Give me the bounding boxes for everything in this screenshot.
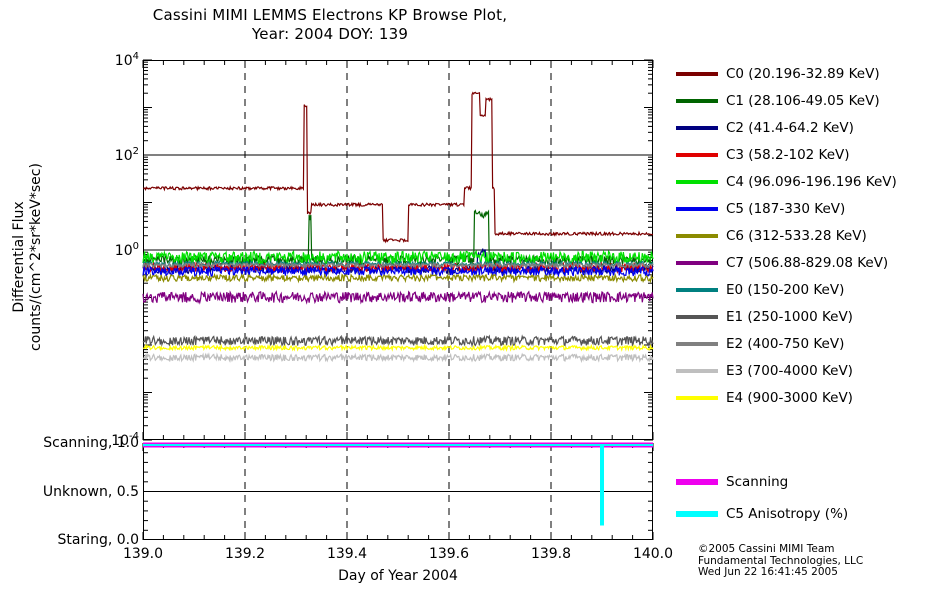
x-tick-label: 139.0 [122,546,164,562]
legend-label: C1 (28.106-49.05 KeV) [726,92,880,109]
legend-swatch-icon [676,341,718,346]
legend-label: Scanning [726,474,789,490]
legend-swatch-icon [676,314,718,319]
y-tick-label: 10-4 [111,431,139,449]
legend-label: E1 (250-1000 KeV) [726,308,853,325]
flux-legend: C0 (20.196-32.89 KeV) C1 (28.106-49.05 Ke… [676,60,950,411]
legend-swatch-icon [676,287,718,292]
status-legend: Scanning C5 Anisotropy (%) [676,466,950,530]
x-axis-label: Day of Year 2004 [338,568,458,584]
y-tick-label: 100 [114,241,139,259]
legend-label: C3 (58.2-102 KeV) [726,146,850,163]
legend-label: C2 (41.4-64.2 KeV) [726,119,854,136]
legend-item-7[interactable]: C7 (506.88-829.08 KeV) [676,249,950,276]
legend-swatch-icon [676,71,718,76]
credit-text: ©2005 Cassini MIMI Team Fundamental Tech… [698,543,864,578]
legend-label: E4 (900-3000 KeV) [726,389,853,406]
legend-label: E0 (150-200 KeV) [726,281,845,298]
legend-item-8[interactable]: E0 (150-200 KeV) [676,276,950,303]
legend-swatch-icon [676,511,718,517]
scanning-panel: Scanning, 1.0 Unknown, 0.5 Staring, 0.0 13… [43,435,673,562]
main-plot-panel: 104 102 100 10-4 [111,51,654,449]
scanning-tick-label: Staring, 0.0 [57,532,139,548]
legend-item-2[interactable]: C2 (41.4-64.2 KeV) [676,114,950,141]
legend-item-9[interactable]: E1 (250-1000 KeV) [676,303,950,330]
legend-item-12[interactable]: E4 (900-3000 KeV) [676,384,950,411]
legend-label: C6 (312-533.28 KeV) [726,227,867,244]
legend-item-5[interactable]: C5 (187-330 KeV) [676,195,950,222]
legend-item-10[interactable]: E2 (400-750 KeV) [676,330,950,357]
legend-swatch-icon [676,179,718,184]
legend-swatch-icon [676,125,718,130]
y-tick-label: 104 [114,51,139,69]
legend-item-4[interactable]: C4 (96.096-196.196 KeV) [676,168,950,195]
legend-item-0[interactable]: C0 (20.196-32.89 KeV) [676,60,950,87]
legend-label: E2 (400-750 KeV) [726,335,845,352]
x-tick-label: 139.6 [428,546,470,562]
status-legend-item-1[interactable]: C5 Anisotropy (%) [676,498,950,530]
legend-swatch-icon [676,368,718,373]
status-legend-item-0[interactable]: Scanning [676,466,950,498]
legend-swatch-icon [676,479,718,485]
main-plot-canvas [142,59,654,441]
legend-swatch-icon [676,260,718,265]
x-tick-label: 139.4 [326,546,368,562]
legend-swatch-icon [676,206,718,211]
legend-label: E3 (700-4000 KeV) [726,362,853,379]
legend-item-1[interactable]: C1 (28.106-49.05 KeV) [676,87,950,114]
legend-swatch-icon [676,395,718,400]
page-title: Cassini MIMI LEMMS Electrons KP Browse P… [152,6,508,43]
legend-swatch-icon [676,152,718,157]
legend-label: C5 (187-330 KeV) [726,200,846,217]
legend-label: C5 Anisotropy (%) [726,506,849,522]
legend-item-11[interactable]: E3 (700-4000 KeV) [676,357,950,384]
scanning-tick-label: Unknown, 0.5 [42,483,139,500]
x-tick-label: 139.2 [224,546,266,562]
y-axis-label: Differential Flux counts/(cm^2*sr*keV*se… [11,163,44,351]
scanning-tick-label: Scanning, 1.0 [43,435,139,451]
scanning-panel-canvas [142,442,654,540]
legend-label: C4 (96.096-196.196 KeV) [726,173,897,190]
legend-label: C7 (506.88-829.08 KeV) [726,254,889,271]
legend-swatch-icon [676,98,718,103]
x-tick-label: 139.8 [530,546,572,562]
legend-item-3[interactable]: C3 (58.2-102 KeV) [676,141,950,168]
legend-item-6[interactable]: C6 (312-533.28 KeV) [676,222,950,249]
y-tick-label: 102 [114,146,139,164]
legend-label: C0 (20.196-32.89 KeV) [726,65,880,82]
legend-swatch-icon [676,233,718,238]
x-tick-label: 140.0 [632,546,674,562]
